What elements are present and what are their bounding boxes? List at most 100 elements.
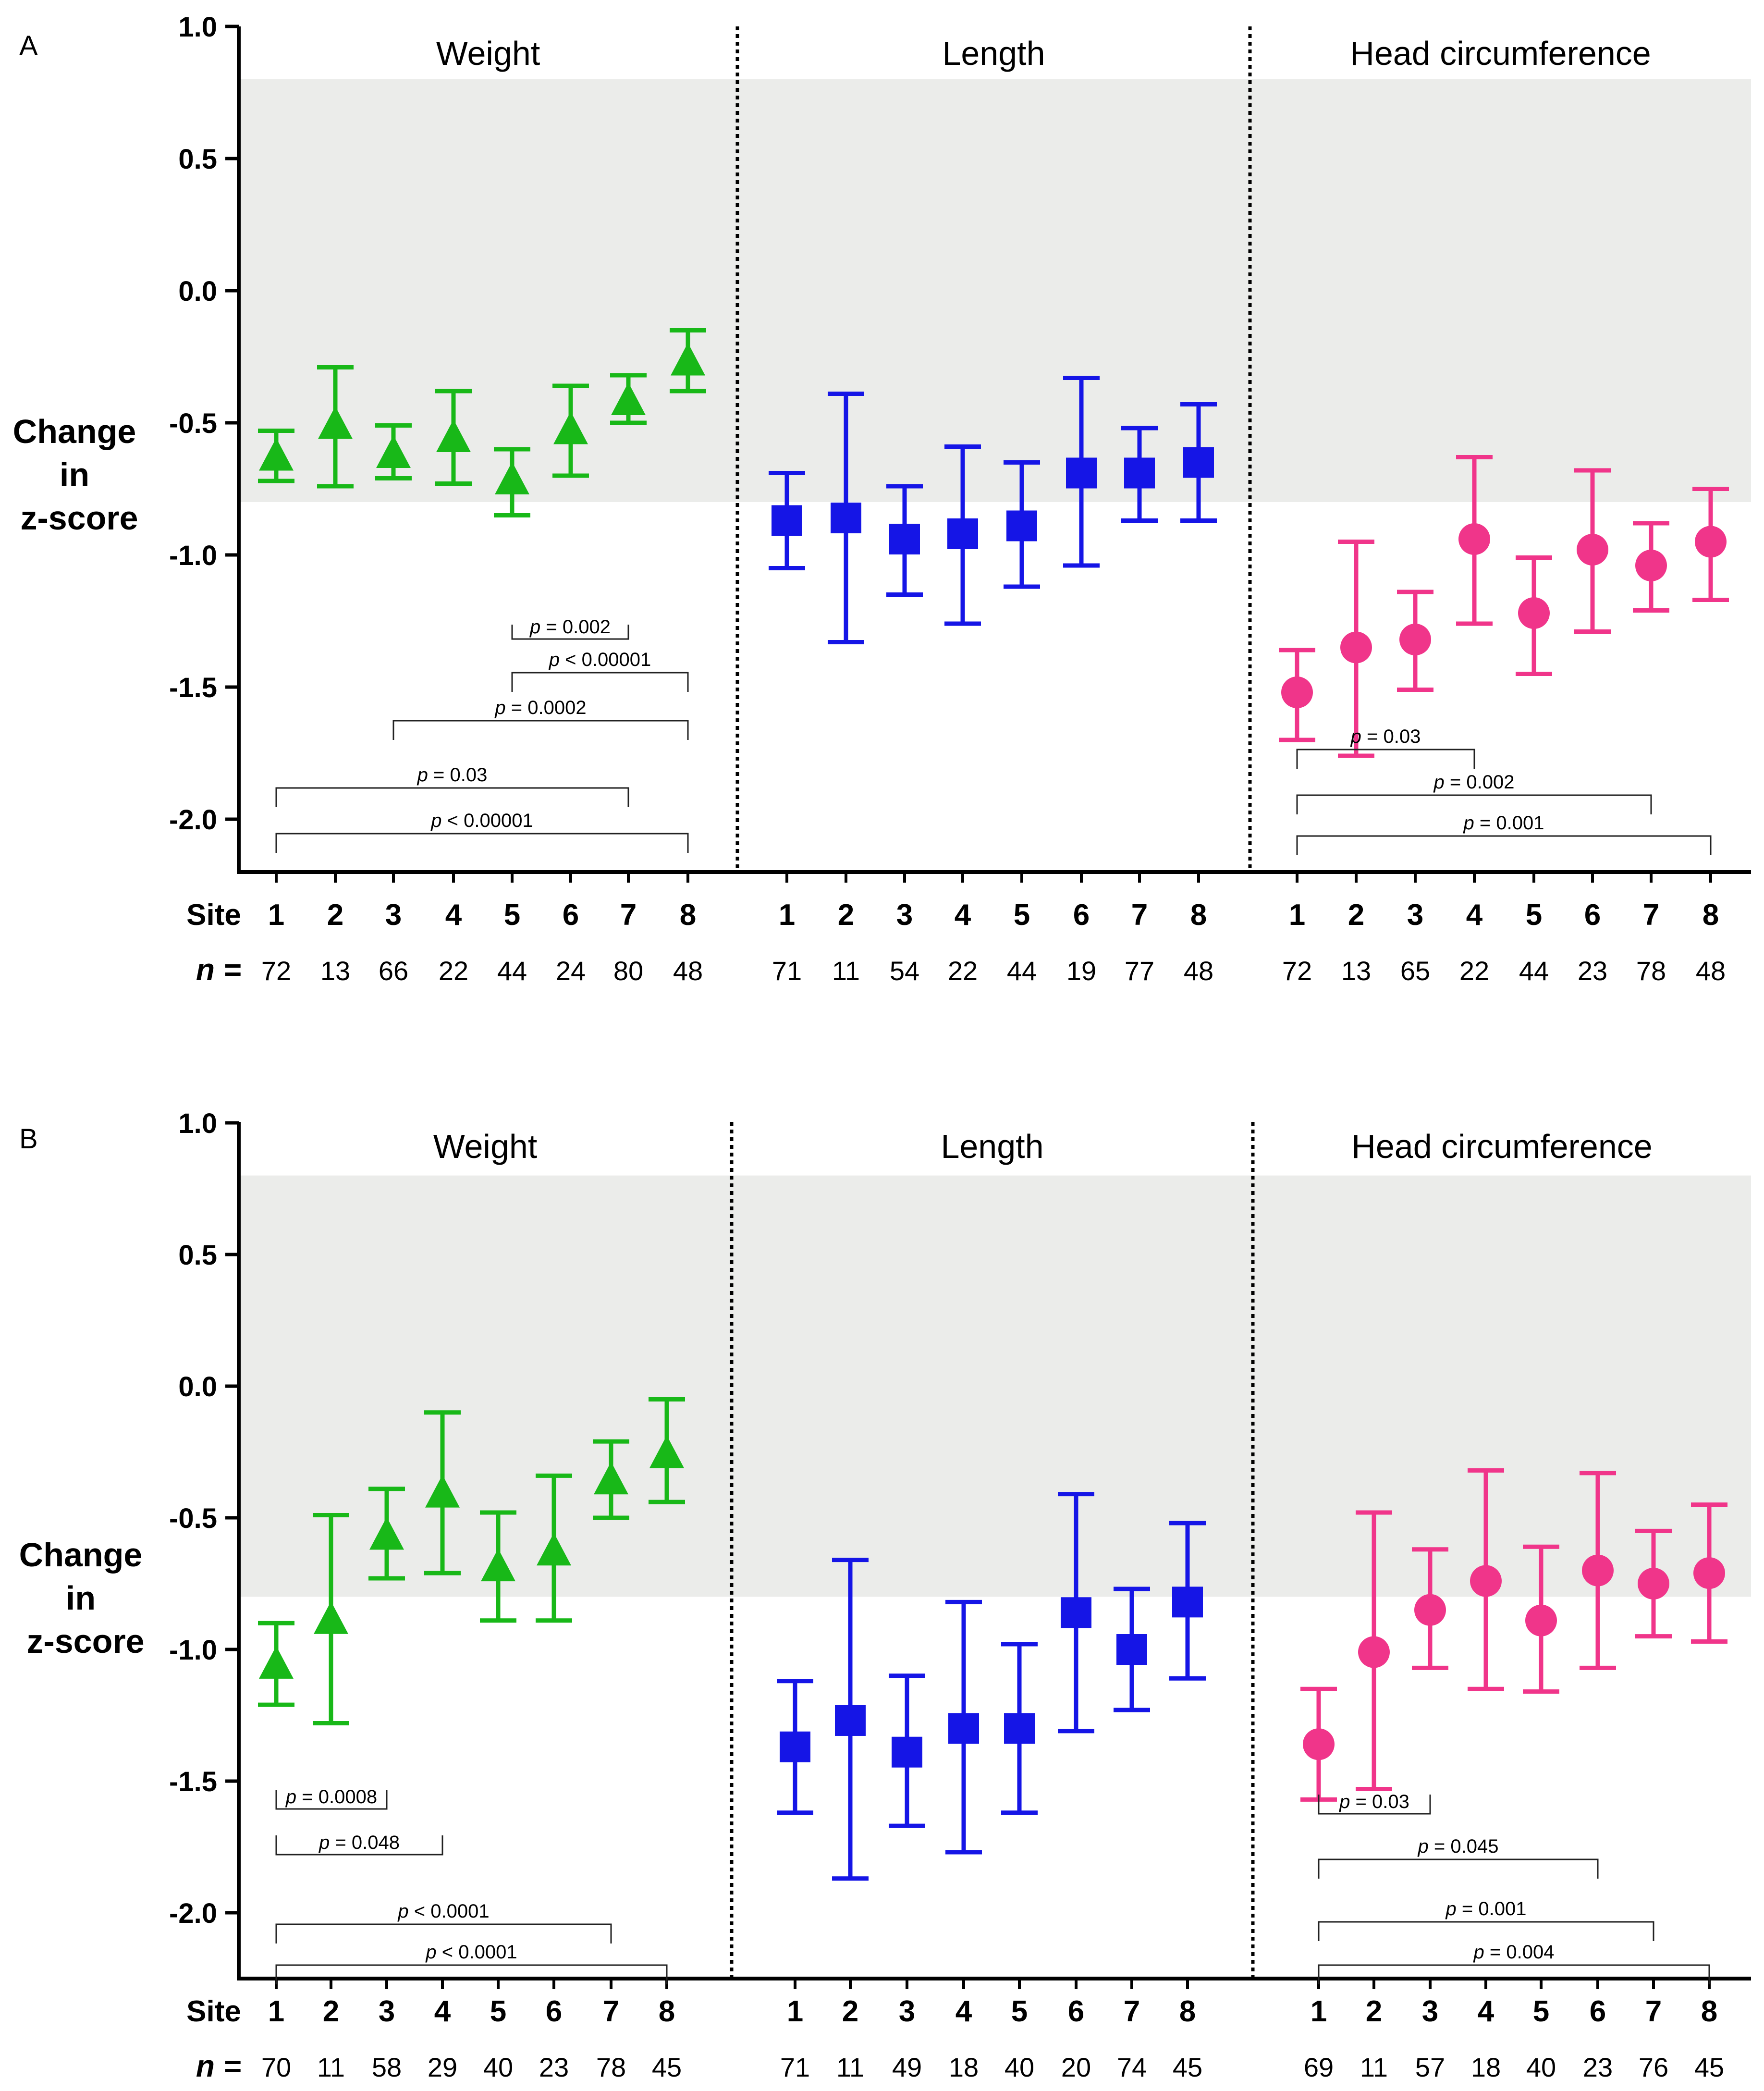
site-number: 3 [896, 898, 913, 932]
circle-marker [1340, 631, 1372, 664]
n-row-label: n = [196, 2049, 241, 2083]
p-value-label-value: < 0.0001 [437, 1942, 517, 1963]
site-number: 3 [1407, 898, 1423, 932]
panel-letter: A [19, 30, 38, 62]
site-number: 3 [1422, 1995, 1438, 2028]
site-number: 4 [434, 1995, 451, 2028]
p-value-label-p: p [1473, 1942, 1484, 1963]
p-value-label: p = 0.03 [1339, 1791, 1409, 1812]
p-value-label: p < 0.0001 [425, 1942, 517, 1963]
p-value-label-p: p [1446, 1898, 1457, 1919]
circle-marker [1470, 1565, 1502, 1597]
p-value-label-p: p [285, 1786, 296, 1808]
comparison-bracket [1318, 1964, 1710, 1984]
p-value-label-p: p [549, 649, 560, 670]
n-value: 71 [780, 2052, 810, 2082]
site-number: 4 [955, 898, 971, 932]
site-number: 2 [1366, 1995, 1382, 2028]
section-title: Weight [436, 35, 540, 72]
site-number: 8 [659, 1995, 675, 2028]
n-value: 78 [596, 2052, 626, 2082]
p-value-label-p: p [397, 1901, 408, 1922]
site-number: 7 [620, 898, 637, 932]
p-value-label: p = 0.03 [417, 764, 488, 786]
p-value-label-value: < 0.00001 [442, 810, 533, 831]
n-value: 22 [948, 956, 978, 986]
n-value: 66 [379, 956, 408, 986]
p-value-label-p: p [425, 1942, 436, 1963]
circle-marker [1458, 523, 1490, 555]
triangle-marker [369, 1517, 404, 1550]
y-axis-label-line-1: Change [19, 1536, 143, 1574]
triangle-marker [481, 1549, 515, 1582]
site-number: 6 [546, 1995, 562, 2028]
section-length: Length 1 71 2 11 3 49 4 18 5 40 6 20 7 74 8 45 [777, 1128, 1206, 2082]
comparison-bracket [1318, 1858, 1599, 1879]
section-weight: Weight 1 70 2 11 3 58 4 29 5 40 6 23 7 78 8 45 p = 0.0008… [258, 1128, 685, 2082]
site-number: 6 [1068, 1995, 1084, 2028]
triangle-marker [436, 419, 471, 452]
p-value-label-value: = 0.045 [1429, 1836, 1499, 1857]
n-value: 23 [1583, 2052, 1613, 2082]
y-tick-label: -2.0 [169, 804, 217, 836]
n-value: 22 [1459, 956, 1489, 986]
p-value-label-p: p [1418, 1836, 1429, 1857]
site-number: 1 [779, 898, 795, 932]
square-marker [948, 1713, 979, 1744]
p-value-label-value: = 0.001 [1474, 812, 1544, 834]
comparison-bracket [1318, 1921, 1654, 1941]
section-head-circumference: Head circumference 1 69 2 11 3 57 4 18 5 40 6 23 7 76 8… [1300, 1128, 1727, 2082]
y-tick-label: 0.0 [178, 1371, 217, 1402]
comparison-bracket [1296, 794, 1652, 814]
square-marker [889, 524, 920, 554]
triangle-marker [495, 462, 529, 494]
site-number: 6 [1584, 898, 1601, 932]
site-number: 4 [956, 1995, 972, 2028]
y-axis-label-line-3: z-score [20, 499, 138, 537]
comparison-bracket [1318, 1795, 1431, 1815]
n-value: 45 [1173, 2052, 1202, 2082]
n-value: 19 [1066, 956, 1096, 986]
n-value: 40 [483, 2052, 513, 2082]
p-value-label-value: = 0.004 [1484, 1942, 1555, 1963]
n-value: 18 [1471, 2052, 1501, 2082]
p-value-label-value: < 0.00001 [560, 649, 651, 670]
n-value: 40 [1004, 2052, 1034, 2082]
p-value-label: p = 0.0008 [285, 1786, 377, 1808]
p-value-label: p = 0.0002 [494, 697, 586, 718]
site-number: 1 [268, 898, 284, 932]
p-value-label-value: = 0.03 [1361, 726, 1421, 747]
comparison-bracket [1296, 749, 1475, 769]
circle-marker [1281, 676, 1313, 708]
site-number: 7 [1643, 898, 1659, 932]
triangle-marker [537, 1533, 571, 1566]
p-value-label: p = 0.002 [529, 616, 611, 638]
circle-marker [1358, 1636, 1390, 1668]
site-number: 8 [1703, 898, 1719, 932]
site-number: 5 [1014, 898, 1030, 932]
triangle-marker [425, 1475, 460, 1508]
square-marker [1124, 457, 1155, 489]
n-value: 45 [652, 2052, 682, 2082]
comparison-bracket [275, 1923, 612, 1943]
reference-band [239, 79, 1751, 502]
n-value: 69 [1304, 2052, 1334, 2082]
square-marker [892, 1736, 922, 1768]
site-number: 5 [1011, 1995, 1028, 2028]
n-value: 48 [673, 956, 703, 986]
square-marker [1172, 1587, 1203, 1618]
site-number: 7 [1124, 1995, 1140, 2028]
n-value: 65 [1400, 956, 1430, 986]
triangle-marker [594, 1462, 628, 1495]
square-marker [1006, 510, 1037, 541]
n-value: 44 [1519, 956, 1549, 986]
square-marker [1061, 1597, 1091, 1628]
site-number: 5 [490, 1995, 506, 2028]
p-value-label-value: = 0.03 [428, 764, 487, 786]
p-value-label-p: p [417, 764, 428, 786]
n-value: 74 [1117, 2052, 1147, 2082]
triangle-marker [259, 438, 294, 471]
circle-marker [1693, 1557, 1725, 1589]
